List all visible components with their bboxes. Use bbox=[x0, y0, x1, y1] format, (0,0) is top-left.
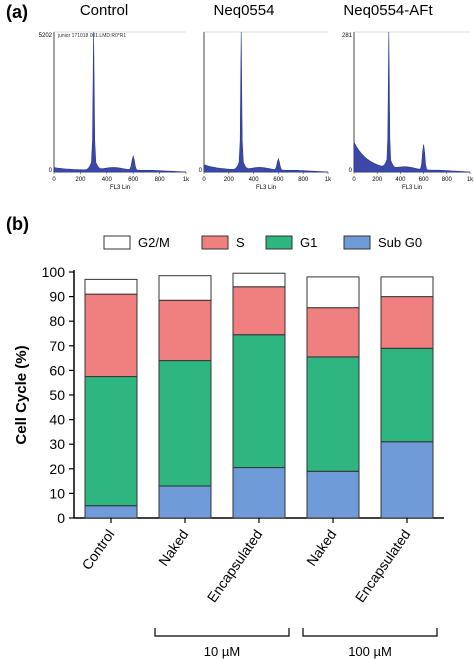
y-tick-label: 60 bbox=[49, 362, 65, 378]
y-tick-label: 90 bbox=[49, 289, 65, 305]
hist-x-tick-label: 600 bbox=[273, 177, 284, 183]
bar-segment-g2-m bbox=[380, 276, 434, 298]
y-tick-label: 50 bbox=[49, 387, 65, 403]
bar-segment-g1 bbox=[380, 347, 434, 443]
hist-x-tick-label: 1k bbox=[467, 177, 474, 183]
hist-x-tick-label: 400 bbox=[102, 177, 113, 183]
bar-segment-g1 bbox=[232, 334, 286, 469]
hist-ymin-label: 0 bbox=[199, 168, 203, 174]
y-tick-label: 30 bbox=[49, 436, 65, 452]
bar-segment-s bbox=[380, 296, 434, 349]
y-tick-label: 80 bbox=[49, 313, 65, 329]
bar-segment-sub-g0 bbox=[158, 485, 212, 519]
bar-segment-s bbox=[84, 293, 138, 378]
legend-label-sub-g0: Sub G0 bbox=[378, 235, 422, 250]
y-tick-label: 100 bbox=[42, 264, 66, 280]
histogram-control: junior 171018 001.LMD:R0*R1 5202 0 0 200 400 6… bbox=[39, 31, 190, 191]
hist-x-tick-label: 400 bbox=[249, 177, 260, 183]
hist-distribution bbox=[53, 31, 187, 173]
hist-x-tick-label: 800 bbox=[298, 177, 309, 183]
legend-swatch-s bbox=[201, 235, 229, 250]
group-bracket bbox=[154, 628, 290, 637]
hist-x-tick-label: 0 bbox=[352, 177, 356, 183]
histogram-neq0554-aft: 281 0 0 200 400 600 800 1k FL3 Lin bbox=[342, 31, 474, 191]
hist-x-tick-label: 600 bbox=[128, 177, 139, 183]
panel-b-label: (b) bbox=[6, 214, 29, 234]
histogram-neq0554: 0 0 200 400 600 800 1k FL3 Lin bbox=[199, 31, 332, 191]
hist-distribution bbox=[353, 31, 471, 173]
bar-segment-s bbox=[158, 299, 212, 362]
bar-segment-s bbox=[232, 286, 286, 336]
bar-segment-g2-m bbox=[306, 276, 360, 309]
bar-segment-s bbox=[306, 307, 360, 358]
y-axis-label: Cell Cycle (%) bbox=[13, 345, 30, 444]
hist-header: junior 171018 001.LMD:R0*R1 bbox=[57, 33, 126, 39]
hist-x-tick-label: 800 bbox=[442, 177, 453, 183]
hist-x-label: FL3 Lin bbox=[110, 185, 130, 191]
hist-x-tick-label: 400 bbox=[395, 177, 406, 183]
legend-swatch-g2-m bbox=[103, 235, 131, 250]
hist-ymin-label: 0 bbox=[349, 168, 353, 174]
bar-segment-g1 bbox=[84, 376, 138, 507]
bar-segment-g1 bbox=[158, 360, 212, 487]
y-tick-label: 70 bbox=[49, 338, 65, 354]
group-label: 100 µM bbox=[348, 644, 392, 659]
hist-x-tick-label: 0 bbox=[52, 177, 56, 183]
hist-ymax-label: 5202 bbox=[39, 33, 53, 39]
bar-segment-sub-g0 bbox=[232, 467, 286, 519]
bar-segment-sub-g0 bbox=[84, 505, 138, 519]
hist-x-tick-label: 600 bbox=[419, 177, 430, 183]
x-tick-label: Encapsulated bbox=[204, 527, 266, 606]
legend-label-g1: G1 bbox=[300, 235, 317, 250]
y-tick-label: 20 bbox=[49, 461, 65, 477]
hist-x-tick-label: 200 bbox=[224, 177, 235, 183]
y-tick-label: 0 bbox=[57, 510, 65, 526]
hist-title-control: Control bbox=[79, 2, 129, 19]
hist-ymin-label: 0 bbox=[49, 168, 53, 174]
hist-x-tick-label: 200 bbox=[372, 177, 383, 183]
legend-label-s: S bbox=[236, 235, 245, 250]
y-tick-label: 40 bbox=[49, 412, 65, 428]
hist-x-tick-label: 0 bbox=[202, 177, 206, 183]
legend-label-g2-m: G2/M bbox=[138, 235, 170, 250]
hist-distribution bbox=[203, 31, 329, 173]
bar-segment-g2-m bbox=[158, 275, 212, 301]
bar-segment-g1 bbox=[306, 356, 360, 472]
hist-x-tick-label: 1k bbox=[183, 177, 190, 183]
hist-ymax-label: 281 bbox=[342, 33, 353, 39]
cell-cycle-stacked-bar-chart: G2/M S G1 Sub G0 0 10 20 30 40 50 60 70 80 90 100 Cell … bbox=[13, 235, 444, 659]
hist-x-tick-label: 200 bbox=[75, 177, 86, 183]
legend-swatch-g1 bbox=[265, 235, 293, 250]
group-label: 10 µM bbox=[204, 644, 240, 659]
hist-x-tick-label: 1k bbox=[325, 177, 332, 183]
y-tick-label: 10 bbox=[49, 485, 65, 501]
hist-title-neq0554: Neq0554 bbox=[213, 2, 275, 19]
bar-segment-g2-m bbox=[84, 278, 138, 295]
bar-segment-sub-g0 bbox=[380, 441, 434, 519]
hist-title-neq0554-aft: Neq0554-AFt bbox=[343, 2, 433, 19]
x-tick-label: Encapsulated bbox=[352, 527, 414, 606]
legend-swatch-sub-g0 bbox=[343, 235, 371, 250]
hist-x-label: FL3 Lin bbox=[256, 185, 276, 191]
hist-x-tick-label: 800 bbox=[155, 177, 166, 183]
x-tick-label: Naked bbox=[303, 527, 339, 569]
x-tick-label: Naked bbox=[155, 527, 191, 569]
bar-segment-sub-g0 bbox=[306, 470, 360, 519]
bar-segment-g2-m bbox=[232, 272, 286, 288]
panel-a-label: (a) bbox=[6, 2, 28, 22]
x-tick-label: Control bbox=[78, 527, 117, 573]
hist-x-label: FL3 Lin bbox=[402, 185, 422, 191]
group-bracket bbox=[302, 628, 438, 637]
